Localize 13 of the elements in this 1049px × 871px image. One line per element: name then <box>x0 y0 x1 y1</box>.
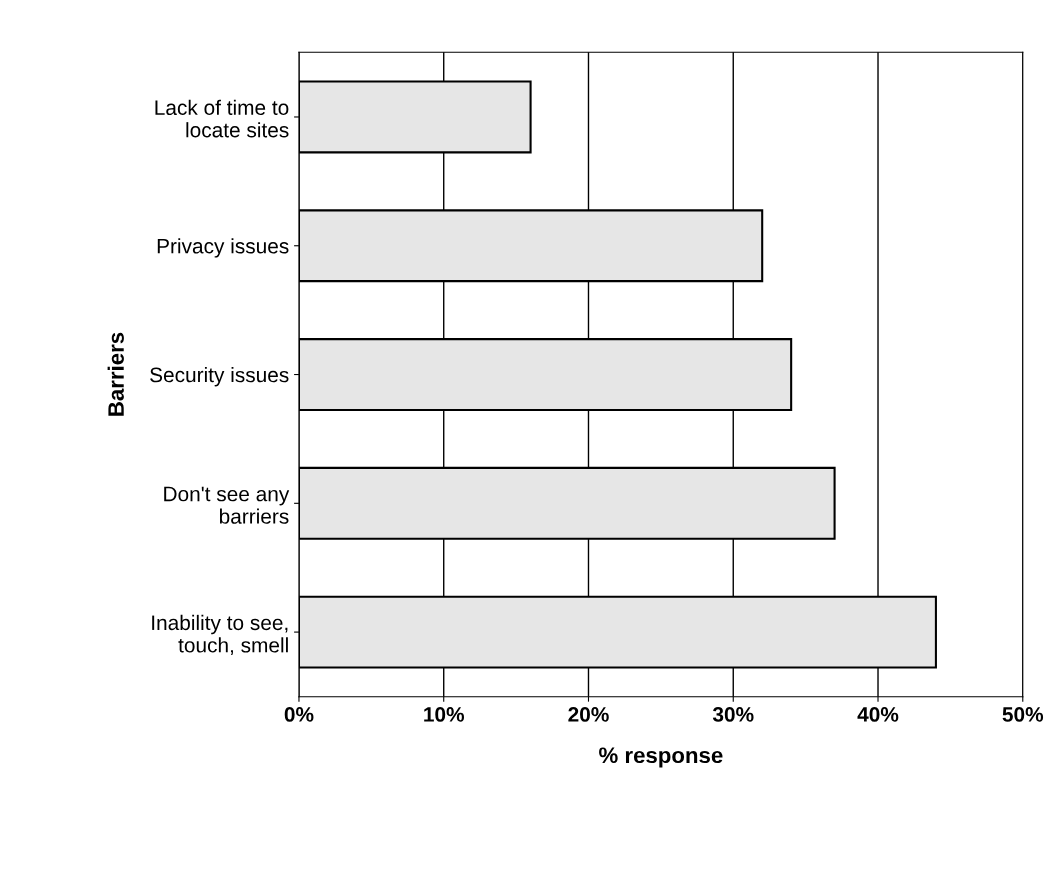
y-tick-label: Don't see any barriers <box>164 486 290 524</box>
x-tick-label: 0% <box>284 707 314 722</box>
y-tick-label: Lack of time to locate sites <box>155 99 289 138</box>
y-tick-label: Inability to see, touch, smell <box>152 614 288 656</box>
x-tick-label: 50% <box>1002 707 1044 722</box>
x-tick-label: 20% <box>568 707 609 722</box>
x-axis-title: % response <box>599 747 723 768</box>
x-tick-label: 40% <box>857 707 899 722</box>
y-axis-title: Barriers <box>107 332 124 416</box>
y-tick-label: Privacy issues <box>157 238 289 258</box>
x-tick-label: 30% <box>712 707 754 722</box>
x-tick-label: 10% <box>424 707 465 722</box>
y-tick-label: Security issues <box>150 366 289 387</box>
